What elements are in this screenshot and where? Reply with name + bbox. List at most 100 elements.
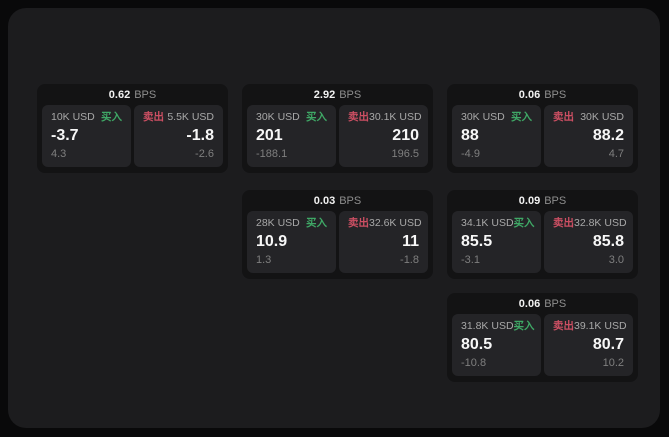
card-header: 0.06 BPS xyxy=(452,293,633,314)
sell-sub-value: 10.2 xyxy=(602,357,624,369)
buy-sub-value: -188.1 xyxy=(256,148,288,160)
quote-card[interactable]: 0.06 BPS 30K USD 买入 88 -4.9 卖出 30K USD 8… xyxy=(447,84,638,173)
bps-unit-label: BPS xyxy=(544,297,567,310)
sell-tag: 卖出 xyxy=(553,320,574,332)
buy-panel-top: 31.8K USD 买入 xyxy=(461,320,535,332)
bps-value: 0.06 xyxy=(518,88,541,101)
buy-sub-value: 4.3 xyxy=(51,148,67,160)
buy-panel[interactable]: 30K USD 买入 201 -188.1 xyxy=(247,105,336,167)
sell-panel-top: 卖出 30.1K USD xyxy=(348,111,422,123)
sell-tag: 卖出 xyxy=(348,217,369,229)
buy-amount: 30K USD xyxy=(461,111,505,123)
bps-unit-label: BPS xyxy=(544,194,567,207)
sell-panel[interactable]: 卖出 39.1K USD 80.7 10.2 xyxy=(544,314,633,376)
buy-amount: 30K USD xyxy=(256,111,300,123)
buy-panel-top: 30K USD 买入 xyxy=(461,112,532,123)
sell-price: 80.7 xyxy=(592,335,624,353)
sell-tag: 卖出 xyxy=(553,111,574,123)
sell-panel[interactable]: 卖出 32.6K USD 11 -1.8 xyxy=(339,211,428,273)
buy-panel-top: 30K USD 买入 xyxy=(256,112,327,123)
buy-price: 201 xyxy=(256,126,283,144)
card-body: 31.8K USD 买入 80.5 -10.8 卖出 39.1K USD 80.… xyxy=(452,314,633,376)
card-header: 2.92 BPS xyxy=(247,84,428,105)
sell-panel-top: 卖出 32.6K USD xyxy=(348,217,422,229)
card-header: 0.03 BPS xyxy=(247,190,428,211)
buy-price: 10.9 xyxy=(256,232,288,250)
sell-panel-top: 卖出 30K USD xyxy=(553,112,624,123)
buy-panel-top: 10K USD 买入 xyxy=(51,112,122,123)
buy-tag: 买入 xyxy=(306,111,327,123)
sell-price: 85.8 xyxy=(592,232,624,250)
sell-panel-top: 卖出 39.1K USD xyxy=(553,320,627,332)
bps-unit-label: BPS xyxy=(339,88,362,101)
quote-card[interactable]: 0.03 BPS 28K USD 买入 10.9 1.3 卖出 32.6K US… xyxy=(242,190,433,279)
card-header: 0.06 BPS xyxy=(452,84,633,105)
sell-panel[interactable]: 卖出 30.1K USD 210 196.5 xyxy=(339,105,428,167)
bps-value: 0.03 xyxy=(313,194,336,207)
sell-sub-value: -2.6 xyxy=(195,148,214,160)
buy-panel-top: 34.1K USD 买入 xyxy=(461,217,535,229)
buy-tag: 买入 xyxy=(513,217,535,229)
bps-unit-label: BPS xyxy=(544,88,567,101)
app-surface: 0.62 BPS 10K USD 买入 -3.7 4.3 卖出 5.5K USD… xyxy=(8,8,660,428)
buy-price: -3.7 xyxy=(51,126,79,144)
bps-value: 2.92 xyxy=(313,88,336,101)
quote-card[interactable]: 0.09 BPS 34.1K USD 买入 85.5 -3.1 卖出 32.8K… xyxy=(447,190,638,279)
sell-amount: 30K USD xyxy=(580,111,624,123)
sell-sub-value: -1.8 xyxy=(400,254,419,266)
sell-price: -1.8 xyxy=(186,126,214,144)
buy-amount: 10K USD xyxy=(51,111,95,123)
sell-panel[interactable]: 卖出 32.8K USD 85.8 3.0 xyxy=(544,211,633,273)
buy-sub-value: -4.9 xyxy=(461,148,480,160)
bps-unit-label: BPS xyxy=(134,88,157,101)
sell-amount: 30.1K USD xyxy=(369,111,422,123)
buy-panel[interactable]: 28K USD 买入 10.9 1.3 xyxy=(247,211,336,273)
card-body: 30K USD 买入 88 -4.9 卖出 30K USD 88.2 4.7 xyxy=(452,105,633,167)
buy-panel[interactable]: 34.1K USD 买入 85.5 -3.1 xyxy=(452,211,541,273)
buy-price: 85.5 xyxy=(461,232,493,250)
quote-card[interactable]: 0.62 BPS 10K USD 买入 -3.7 4.3 卖出 5.5K USD… xyxy=(37,84,228,173)
buy-sub-value: -10.8 xyxy=(461,357,487,369)
quote-card[interactable]: 2.92 BPS 30K USD 买入 201 -188.1 卖出 30.1K … xyxy=(242,84,433,173)
bps-value: 0.09 xyxy=(518,194,541,207)
buy-amount: 34.1K USD xyxy=(461,217,514,229)
sell-panel-top: 卖出 5.5K USD xyxy=(143,112,214,123)
buy-tag: 买入 xyxy=(101,111,122,123)
buy-amount: 31.8K USD xyxy=(461,320,514,332)
sell-panel[interactable]: 卖出 30K USD 88.2 4.7 xyxy=(544,105,633,167)
sell-amount: 39.1K USD xyxy=(574,320,627,332)
sell-tag: 卖出 xyxy=(143,111,164,123)
sell-sub-value: 196.5 xyxy=(391,148,419,160)
sell-price: 88.2 xyxy=(592,126,624,144)
quote-card[interactable]: 0.06 BPS 31.8K USD 买入 80.5 -10.8 卖出 39.1… xyxy=(447,293,638,382)
buy-tag: 买入 xyxy=(513,320,535,332)
buy-sub-value: -3.1 xyxy=(461,254,480,266)
card-header: 0.09 BPS xyxy=(452,190,633,211)
buy-tag: 买入 xyxy=(511,111,532,123)
buy-price: 80.5 xyxy=(461,335,493,353)
sell-tag: 卖出 xyxy=(553,217,574,229)
card-header: 0.62 BPS xyxy=(42,84,223,105)
bps-value: 0.06 xyxy=(518,297,541,310)
buy-panel[interactable]: 30K USD 买入 88 -4.9 xyxy=(452,105,541,167)
sell-amount: 32.8K USD xyxy=(574,217,627,229)
bps-unit-label: BPS xyxy=(339,194,362,207)
sell-sub-value: 4.7 xyxy=(608,148,624,160)
buy-tag: 买入 xyxy=(306,217,327,229)
buy-panel-top: 28K USD 买入 xyxy=(256,218,327,229)
buy-panel[interactable]: 31.8K USD 买入 80.5 -10.8 xyxy=(452,314,541,376)
sell-amount: 32.6K USD xyxy=(369,217,422,229)
sell-price: 210 xyxy=(392,126,419,144)
card-body: 30K USD 买入 201 -188.1 卖出 30.1K USD 210 1… xyxy=(247,105,428,167)
sell-tag: 卖出 xyxy=(348,111,369,123)
card-body: 28K USD 买入 10.9 1.3 卖出 32.6K USD 11 -1.8 xyxy=(247,211,428,273)
sell-sub-value: 3.0 xyxy=(608,254,624,266)
sell-panel[interactable]: 卖出 5.5K USD -1.8 -2.6 xyxy=(134,105,223,167)
buy-price: 88 xyxy=(461,126,479,144)
card-body: 34.1K USD 买入 85.5 -3.1 卖出 32.8K USD 85.8… xyxy=(452,211,633,273)
buy-panel[interactable]: 10K USD 买入 -3.7 4.3 xyxy=(42,105,131,167)
sell-amount: 5.5K USD xyxy=(167,111,214,123)
buy-amount: 28K USD xyxy=(256,217,300,229)
buy-sub-value: 1.3 xyxy=(256,254,272,266)
sell-price: 11 xyxy=(402,232,419,250)
